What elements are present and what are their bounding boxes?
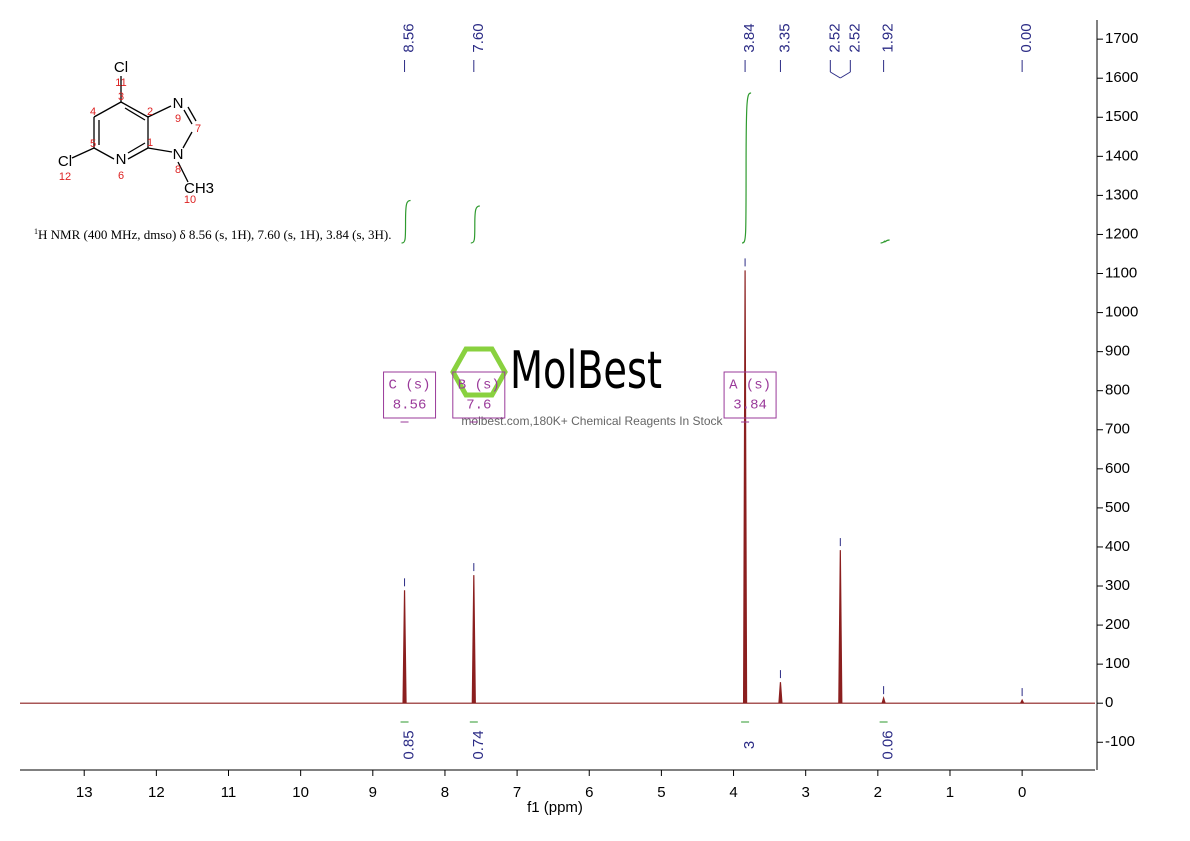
y-tick-label: 1400 — [1105, 147, 1138, 164]
y-tick-label: 400 — [1105, 538, 1130, 555]
x-tick-label: 8 — [441, 784, 449, 801]
x-axis-label: f1 (ppm) — [527, 799, 583, 816]
x-tick-label: 12 — [148, 784, 165, 801]
integral-curve — [741, 92, 752, 244]
watermark: MolBest — [510, 341, 662, 401]
note-sup: 1 — [34, 227, 38, 236]
atom-number: 5 — [90, 138, 96, 150]
peak-label: 7.60 — [470, 23, 487, 52]
y-tick-label: 500 — [1105, 499, 1130, 516]
atom-number: 7 — [195, 123, 201, 135]
atom-label: CH3 — [184, 180, 214, 197]
multiplet-name: C (s) — [389, 378, 431, 394]
watermark-sub: molbest.com,180K+ Chemical Reagents In S… — [461, 414, 723, 428]
y-tick-label: 1100 — [1105, 264, 1137, 281]
x-tick-label: 6 — [585, 784, 593, 801]
y-tick-label: 1600 — [1105, 69, 1138, 86]
y-tick-label: 700 — [1105, 421, 1130, 438]
y-tick-label: 0 — [1105, 694, 1113, 711]
multiplet-shift: 3.84 — [733, 398, 767, 414]
atom-label: N — [173, 95, 184, 112]
y-tick-label: 200 — [1105, 616, 1130, 633]
integral-curve — [470, 205, 480, 244]
multiplet-shift: 7.6 — [466, 398, 491, 414]
x-tick-label: 0 — [1018, 784, 1026, 801]
atom-number: 11 — [115, 77, 126, 89]
y-tick-label: 300 — [1105, 577, 1130, 594]
x-tick-label: 7 — [513, 784, 521, 801]
y-tick-label: 1700 — [1105, 30, 1138, 47]
atom-number: 10 — [184, 194, 196, 206]
peak-label: 0.00 — [1018, 23, 1035, 52]
integral-label: 0.85 — [401, 730, 418, 759]
x-tick-label: 3 — [802, 784, 810, 801]
atom-number: 4 — [90, 106, 96, 118]
peak — [838, 550, 843, 704]
peak — [471, 575, 476, 704]
peak-label: 2.52 — [826, 23, 843, 52]
atom-number: 6 — [118, 170, 124, 182]
y-tick-label: -100 — [1105, 733, 1135, 750]
peak-label: 8.56 — [401, 23, 418, 52]
y-tick-label: 1300 — [1105, 186, 1138, 203]
atom-number: 2 — [147, 106, 153, 118]
atom-label: Cl — [114, 59, 128, 76]
x-tick-label: 2 — [874, 784, 882, 801]
atom-number: 3 — [118, 91, 124, 103]
peak-label: 1.92 — [880, 23, 897, 52]
y-tick-label: 800 — [1105, 382, 1130, 399]
atom-number: 12 — [59, 171, 71, 183]
structure-bonds — [71, 76, 197, 183]
y-tick-label: 100 — [1105, 655, 1130, 672]
integral-curve — [880, 239, 890, 244]
multiplet-box — [452, 371, 506, 419]
integral-curve — [401, 199, 411, 244]
peak-label-leader — [830, 71, 841, 79]
x-tick-label: 5 — [657, 784, 665, 801]
y-tick-label: 600 — [1105, 460, 1130, 477]
note-text: H NMR (400 MHz, dmso) δ 8.56 (s, 1H), 7.… — [38, 227, 392, 242]
x-tick-label: 1 — [946, 784, 954, 801]
y-tick-label: 1200 — [1105, 225, 1138, 242]
atom-label: Cl — [58, 153, 72, 170]
multiplet-shift: 8.56 — [393, 398, 427, 414]
atom-number: 8 — [175, 164, 181, 176]
atom-label: N — [173, 146, 184, 163]
peak-label: 3.84 — [741, 23, 758, 52]
peak-label: 3.35 — [776, 23, 793, 52]
peak — [402, 590, 407, 704]
peak — [742, 270, 748, 704]
multiplet-name: A (s) — [729, 378, 771, 394]
integral-label: 3 — [741, 741, 758, 749]
integral-label: 0.74 — [470, 730, 487, 759]
peak-label: 2.52 — [846, 23, 863, 52]
atom-label: N — [116, 151, 127, 168]
nmr-note: 1H NMR (400 MHz, dmso) δ 8.56 (s, 1H), 7… — [34, 227, 392, 242]
atom-number: 1 — [147, 137, 153, 149]
peak — [778, 682, 783, 704]
multiplet-name: B (s) — [458, 378, 500, 394]
multiplet-box — [383, 371, 437, 419]
multiplet-box — [723, 371, 777, 419]
x-tick-label: 13 — [76, 784, 93, 801]
peak — [1020, 698, 1025, 704]
y-tick-label: 1000 — [1105, 304, 1138, 321]
x-tick-label: 10 — [292, 784, 309, 801]
x-tick-label: 9 — [369, 784, 377, 801]
y-tick-label: 1500 — [1105, 108, 1138, 125]
integral-label: 0.06 — [880, 730, 897, 759]
x-tick-label: 11 — [221, 784, 237, 801]
peak — [881, 696, 886, 704]
atom-number: 9 — [175, 113, 181, 125]
peak-label-leader — [840, 71, 851, 79]
x-tick-label: 4 — [729, 784, 737, 801]
y-tick-label: 900 — [1105, 343, 1130, 360]
